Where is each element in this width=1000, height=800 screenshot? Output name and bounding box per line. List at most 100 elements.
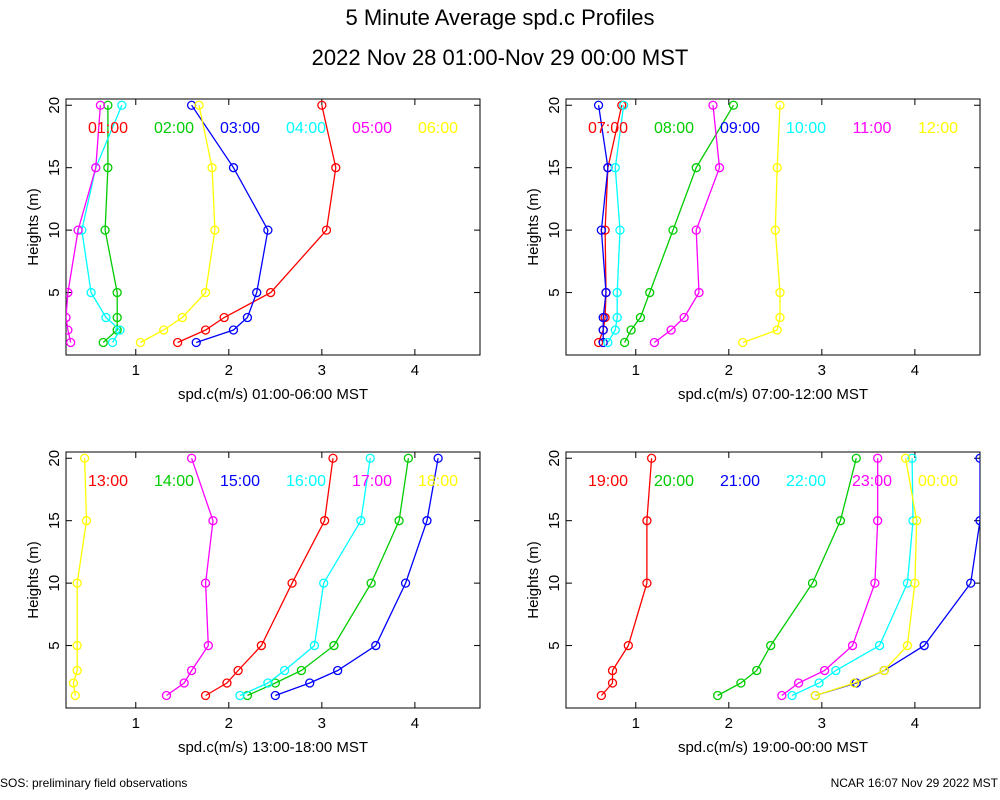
data-point xyxy=(228,163,239,173)
data-point xyxy=(610,325,620,335)
data-point xyxy=(70,690,80,701)
series-line-0500 xyxy=(66,105,102,343)
x-tick-label: 2 xyxy=(725,715,733,732)
data-point xyxy=(691,225,701,235)
x-tick-label: 2 xyxy=(725,362,733,379)
legend-label: 15:00 xyxy=(220,473,260,490)
legend-label: 05:00 xyxy=(352,120,392,137)
data-point xyxy=(623,640,633,651)
series-line-2100 xyxy=(815,458,980,697)
y-tick-label: 20 xyxy=(546,97,563,114)
series-group xyxy=(596,453,980,701)
data-point xyxy=(400,578,411,588)
data-point xyxy=(770,225,780,235)
data-point xyxy=(319,578,329,588)
legend-label: 14:00 xyxy=(154,473,194,490)
data-point xyxy=(873,516,883,526)
data-point xyxy=(228,325,239,335)
series-line-0400 xyxy=(81,104,123,343)
data-point xyxy=(912,516,922,526)
series-line-1000 xyxy=(607,105,625,343)
data-point xyxy=(593,337,604,348)
data-point xyxy=(86,287,96,298)
y-tick-label: 20 xyxy=(546,450,563,467)
legend-label: 20:00 xyxy=(654,473,694,490)
data-point xyxy=(610,163,620,173)
data-point xyxy=(321,225,332,235)
footer-timestamp: NCAR 16:07 Nov 29 2022 MST xyxy=(830,776,998,790)
y-axis-label: Heights (m) xyxy=(25,541,42,619)
data-point xyxy=(433,453,443,463)
plot-frame xyxy=(565,451,981,709)
data-point xyxy=(851,453,861,463)
data-point xyxy=(305,678,315,688)
data-point xyxy=(603,337,613,348)
data-point xyxy=(263,678,273,688)
x-tick-label: 4 xyxy=(911,715,919,732)
data-point xyxy=(601,287,611,298)
data-point xyxy=(807,578,818,588)
data-point xyxy=(849,678,860,688)
x-tick-label: 3 xyxy=(818,362,826,379)
x-tick-label: 2 xyxy=(225,715,233,732)
legend-label: 22:00 xyxy=(786,473,826,490)
data-point xyxy=(103,163,113,173)
series-line-1900 xyxy=(600,458,653,696)
series-group xyxy=(68,453,443,701)
y-tick-label: 15 xyxy=(546,512,563,529)
data-point xyxy=(263,225,273,235)
data-point xyxy=(738,337,748,348)
data-point xyxy=(900,453,911,463)
data-point xyxy=(107,337,118,348)
series-group xyxy=(66,100,341,348)
legend-label: 16:00 xyxy=(286,473,326,490)
data-point xyxy=(331,163,341,173)
data-point xyxy=(186,453,197,463)
plot-frame xyxy=(65,451,481,709)
series-line-0200 xyxy=(102,105,118,343)
data-point xyxy=(814,678,824,688)
data-point xyxy=(787,690,797,701)
data-point xyxy=(200,325,211,335)
panel-3: 1 2 3 4 5 10 15 20 spd.c(m/s) 13:00-18:00 MST Hei… xyxy=(25,450,481,756)
data-point xyxy=(874,640,885,651)
legend-label: 18:00 xyxy=(418,473,458,490)
data-point xyxy=(619,337,630,348)
y-tick-label: 5 xyxy=(546,641,563,649)
data-point xyxy=(775,287,785,298)
data-point xyxy=(615,225,625,235)
data-point xyxy=(596,225,607,235)
data-point xyxy=(612,287,622,298)
data-point xyxy=(736,678,746,688)
data-point xyxy=(270,690,280,701)
y-tick-label: 5 xyxy=(546,288,563,296)
series-line-1200 xyxy=(742,105,781,344)
data-point xyxy=(966,578,976,588)
data-point xyxy=(694,287,704,298)
x-tick-label: 4 xyxy=(411,362,419,379)
y-tick-label: 10 xyxy=(46,575,63,592)
data-point xyxy=(607,665,618,676)
y-tick-label: 10 xyxy=(546,222,563,239)
legend-label: 06:00 xyxy=(418,120,458,137)
legend-label: 23:00 xyxy=(852,473,892,490)
data-point xyxy=(159,325,169,335)
y-tick-label: 5 xyxy=(46,288,63,296)
data-point xyxy=(186,665,197,676)
series-line-2000 xyxy=(717,458,857,697)
legend-label: 11:00 xyxy=(853,120,892,137)
data-point xyxy=(235,690,245,701)
series-line-1300 xyxy=(205,458,334,697)
data-point xyxy=(319,516,330,526)
data-point xyxy=(115,325,125,335)
data-point xyxy=(766,640,776,651)
data-point xyxy=(728,100,739,110)
panel-1: 1 2 3 4 5 10 15 20 spd.c(m/s) 01:00-06:00 MST Hei… xyxy=(25,97,481,403)
y-tick-label: 15 xyxy=(546,159,563,176)
data-point xyxy=(646,453,657,463)
plot-frame xyxy=(65,98,481,356)
legend-label: 21:00 xyxy=(720,473,760,490)
x-axis-label: spd.c(m/s) 07:00-12:00 MST xyxy=(678,386,868,403)
data-point xyxy=(317,100,327,110)
data-point xyxy=(403,453,414,463)
